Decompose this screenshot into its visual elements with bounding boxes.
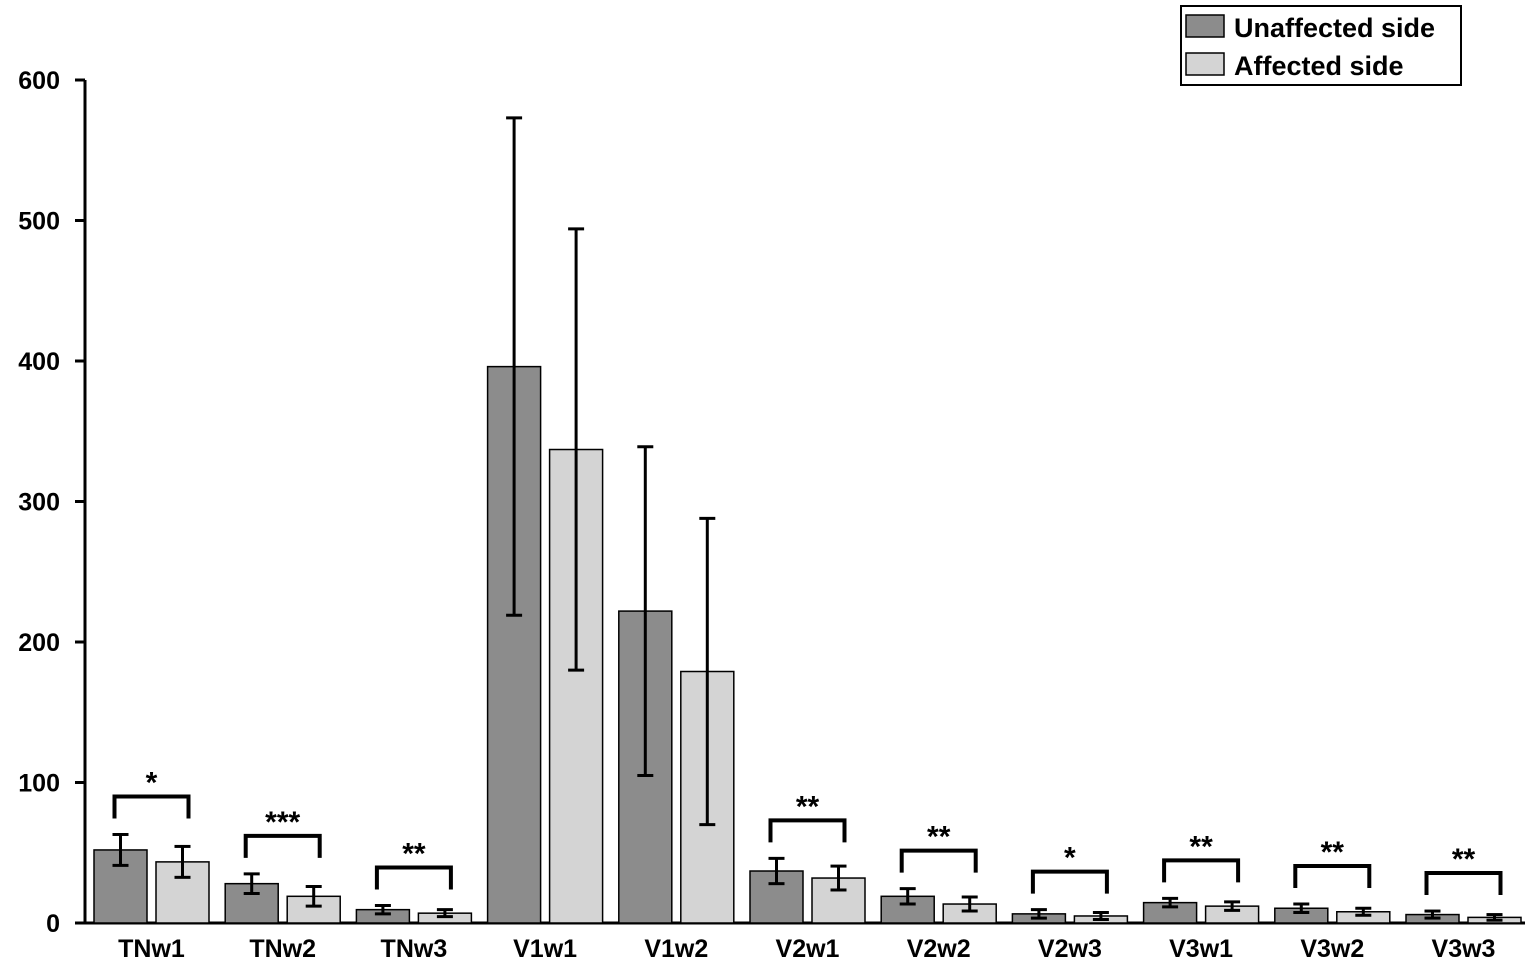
y-tick-label: 600 [18, 67, 60, 95]
significance-bracket-TNw2 [243, 833, 322, 858]
significance-bracket-TNw3 [374, 865, 453, 890]
x-tick-label: TNw2 [249, 935, 316, 963]
y-tick-label: 500 [18, 208, 60, 236]
significance-label: * [146, 766, 158, 799]
legend-label-affected: Affected side [1234, 51, 1404, 81]
significance-bracket-V3w3 [1424, 871, 1503, 896]
significance-label: ** [1189, 830, 1213, 863]
legend: Unaffected side Affected side [1180, 5, 1462, 86]
y-tick-label: 300 [18, 489, 60, 517]
legend-swatch-affected [1185, 52, 1225, 76]
y-tick-label: 100 [18, 770, 60, 798]
x-tick-label: V3w1 [1169, 935, 1233, 963]
x-tick-label: V1w2 [644, 935, 708, 963]
significance-bracket-V3w2 [1293, 864, 1372, 889]
axes: 0 100 200 300 400 500 600 [18, 67, 1525, 938]
x-tick-label: TNw1 [118, 935, 185, 963]
error-bars [112, 116, 1503, 922]
significance-bracket-V2w3 [1030, 869, 1109, 894]
significance-label: ** [402, 837, 426, 870]
significance-bracket-V2w1 [768, 818, 847, 843]
legend-box [1180, 5, 1462, 86]
significance-label: ** [927, 821, 951, 854]
y-tick-label: 0 [46, 910, 60, 938]
bars [93, 365, 1522, 924]
significance-label: ** [1452, 843, 1476, 876]
x-tick-label: V2w3 [1038, 935, 1102, 963]
x-tick-label: V2w2 [907, 935, 971, 963]
significance-bracket-TNw1 [112, 794, 191, 819]
y-tick-label: 200 [18, 629, 60, 657]
x-tick-label: V3w2 [1300, 935, 1364, 963]
significance-brackets: *********** ** ** ** [112, 766, 1503, 896]
significance-label: ** [796, 790, 820, 823]
x-tick-label: V2w1 [776, 935, 840, 963]
x-tick-label: V1w1 [513, 935, 577, 963]
x-tick-label: V3w3 [1432, 935, 1496, 963]
x-tick-labels: TNw1 TNw2 TNw3 V1w1 V1w2 V2w1 V2w2 V2w3 V3w1 V3w2… [118, 935, 1495, 963]
x-tick-label: TNw3 [381, 935, 448, 963]
legend-label-unaffected: Unaffected side [1234, 13, 1435, 43]
significance-label: ** [1321, 836, 1345, 869]
legend-swatch-unaffected [1185, 14, 1225, 38]
significance-label: *** [265, 806, 300, 839]
significance-bracket-V2w2 [899, 848, 978, 873]
significance-label: * [1064, 842, 1076, 875]
y-tick-label: 400 [18, 348, 60, 376]
significance-bracket-V3w1 [1162, 858, 1241, 883]
